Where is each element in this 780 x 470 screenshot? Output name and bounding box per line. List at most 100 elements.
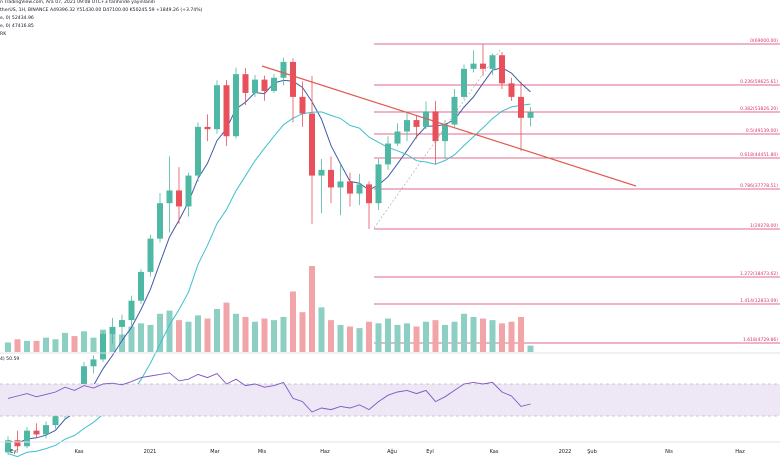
candle (185, 172, 192, 217)
candle-body (413, 120, 420, 127)
volume-bar (480, 318, 486, 352)
x-tick-label: Mar (210, 449, 220, 455)
rsi-line (7, 372, 531, 413)
fib-label: 1(29278.00) (750, 223, 778, 229)
fib-guide-line (373, 49, 501, 229)
volume-bar (252, 321, 258, 352)
candle-body (223, 85, 230, 137)
candle (375, 158, 382, 210)
candle-body (461, 68, 467, 97)
x-tick-label: Kas (490, 449, 499, 455)
x-tick-label: Haz (320, 449, 330, 455)
volume-bar (5, 342, 11, 352)
candle-body (518, 96, 524, 118)
candle-body (337, 181, 344, 188)
candle (499, 51, 505, 90)
fib-label: 0.382(53826.20) (740, 106, 778, 112)
x-tick-label: Nis (665, 449, 673, 455)
candle-body (43, 425, 49, 435)
volume-bar (309, 266, 315, 352)
volume-bar (385, 318, 391, 352)
candle-body (138, 271, 144, 301)
volume-bar (128, 326, 135, 352)
candle-body (394, 131, 401, 144)
candle-body (195, 126, 201, 176)
candle (432, 100, 439, 164)
volume-bar (489, 320, 496, 352)
fib-label: 0.5(49139.00) (746, 128, 778, 134)
candle (195, 122, 201, 182)
candle (33, 423, 40, 439)
candle (280, 57, 287, 86)
candle-body (499, 55, 505, 84)
volume-bar (81, 331, 87, 352)
fib-label: 1.618(4729.86) (743, 337, 778, 343)
candle-body (109, 326, 116, 334)
candle-body (489, 55, 496, 69)
candle-body (442, 124, 448, 142)
candle-body (24, 430, 30, 447)
candle-body (432, 111, 439, 142)
volume-bar (33, 340, 40, 352)
candle-body (385, 143, 391, 165)
header-line-1: n TradingView.com, Ara 07, 2021 09:08 UT… (0, 0, 155, 5)
fib-label: 0.618(44451.80) (740, 152, 778, 158)
volume-bar (157, 313, 163, 352)
candle-body (470, 63, 477, 69)
volume-bar (451, 321, 458, 352)
volume-bar (366, 321, 372, 352)
candle (157, 192, 163, 243)
volume-bar (404, 323, 410, 352)
x-tick-label: Eyl (10, 449, 18, 455)
candle (14, 430, 21, 451)
candle-body (166, 190, 173, 204)
volume-bar (356, 328, 363, 352)
candle-body (81, 366, 87, 398)
volume-bar (413, 326, 420, 352)
candle-body (33, 430, 40, 435)
x-tick-label: Eyl (426, 449, 434, 455)
candle-body (290, 61, 296, 97)
volume-bar (271, 320, 277, 352)
candle (413, 115, 420, 139)
time-axis: Eyl Kas 2021 Mar Mis Haz Ağu Eyl Kas 2022 Şub Nis Ha… (0, 441, 780, 455)
candle-body (185, 175, 192, 207)
candle (233, 67, 239, 139)
candle (356, 173, 363, 206)
volume-bar (52, 339, 59, 352)
header-line-3: e, 0) 52434.96 (0, 16, 34, 21)
candle (385, 136, 391, 170)
candle-body (347, 181, 353, 194)
candle-body (128, 300, 135, 321)
header-line-2: therUS, 1H, BINANCE A49396.32 Y51430.00 … (0, 8, 203, 13)
x-tick-label: 2022 (559, 449, 572, 455)
candle-body (480, 63, 486, 69)
volume-bar (195, 315, 201, 352)
candle-body (280, 61, 287, 78)
volume-bar (185, 321, 192, 352)
volume-bar (375, 323, 382, 352)
volume-bar (347, 326, 353, 352)
header-line-5: RK (0, 32, 7, 37)
candle-body (508, 83, 515, 97)
volume-bar (233, 313, 239, 352)
volume-bar (147, 324, 154, 352)
volume-bar (290, 291, 296, 352)
candle-body (299, 96, 306, 114)
volume-bar (318, 307, 325, 352)
x-tick-label: Ağu (387, 448, 397, 455)
candle (470, 50, 477, 73)
candle (271, 74, 277, 93)
fib-label: 1.272(18473.62) (740, 271, 778, 277)
candle-body (5, 440, 11, 453)
volume-bar (176, 320, 182, 352)
candle (442, 120, 448, 159)
candle (109, 317, 116, 344)
fib-label: 0.236(59625.61) (740, 79, 778, 85)
candle-body (527, 112, 534, 118)
volume-bar (442, 324, 448, 352)
volume-bar (43, 337, 49, 352)
candle-body (119, 320, 125, 327)
volume-bar (166, 310, 173, 352)
